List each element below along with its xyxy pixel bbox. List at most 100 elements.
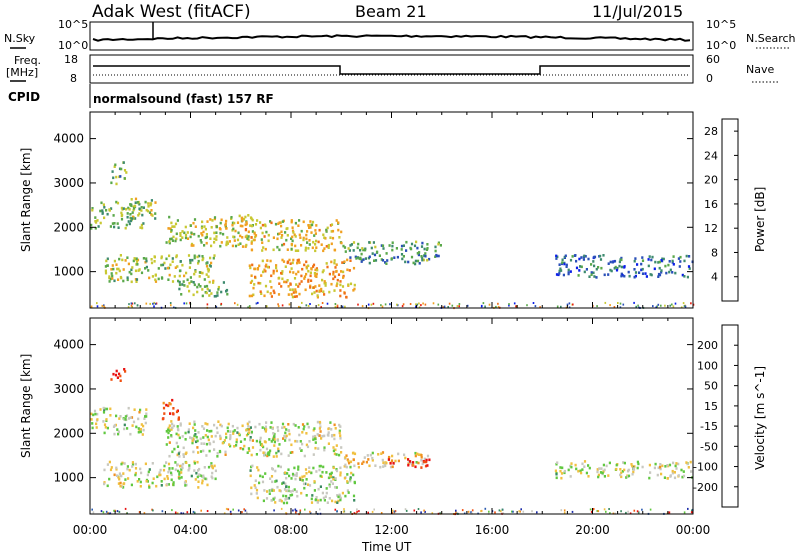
echo-cell [391, 454, 394, 458]
echo-cell [203, 278, 206, 281]
echo-cell [194, 429, 197, 432]
echo-cell [288, 303, 291, 306]
echo-cell [583, 270, 586, 274]
echo-cell [342, 510, 345, 513]
echo-cell [312, 286, 315, 289]
echo-cell [206, 510, 209, 512]
echo-cell [587, 475, 590, 478]
echo-cell [259, 226, 262, 230]
echo-cell [290, 477, 293, 480]
echo-cell [287, 285, 290, 288]
echo-cell [340, 451, 343, 454]
y-tick-label: 2000 [53, 426, 84, 440]
echo-cell [189, 258, 192, 262]
echo-cell [224, 450, 227, 454]
echo-cell [110, 181, 113, 185]
echo-cell [340, 230, 343, 234]
echo-cell [181, 466, 184, 469]
cpid-value: normalsound (fast) 157 RF [93, 92, 274, 106]
echo-cell [181, 230, 184, 233]
echo-cell [264, 224, 267, 228]
echo-cell [300, 280, 303, 283]
echo-cell [647, 264, 650, 268]
echo-cell [309, 512, 312, 515]
echo-cell [247, 431, 251, 434]
echo-cell [336, 501, 339, 504]
echo-cell [210, 435, 213, 438]
echo-cell [329, 475, 332, 478]
echo-cell [128, 222, 131, 226]
echo-cell [410, 247, 413, 251]
echo-cell [310, 471, 313, 475]
echo-cell [133, 207, 136, 210]
echo-cell [150, 209, 153, 212]
echo-cell [197, 486, 200, 489]
echo-cell [91, 207, 94, 210]
echo-cell [307, 483, 310, 486]
echo-cell [239, 440, 243, 443]
echo-cell [273, 440, 276, 444]
echo-cell [169, 227, 172, 230]
echo-cell [249, 224, 252, 227]
echo-cell [532, 302, 535, 304]
echo-cell [196, 475, 199, 479]
echo-cell [272, 489, 275, 492]
echo-cell [205, 264, 209, 268]
echo-cell [668, 463, 672, 467]
echo-cell [366, 454, 369, 457]
echo-cell [178, 477, 181, 480]
echo-cell [405, 240, 408, 244]
echo-cell [304, 508, 306, 511]
echo-cell [335, 469, 339, 473]
echo-cell [285, 238, 288, 242]
echo-cell [370, 303, 373, 306]
echo-cell [368, 464, 371, 468]
echo-cell [668, 511, 671, 514]
echo-cell [421, 258, 424, 262]
echo-cell [634, 274, 637, 278]
echo-cell [295, 472, 298, 475]
colorbar-tick-label: 24 [704, 149, 718, 162]
echo-cell [193, 232, 196, 236]
echo-cell [247, 238, 250, 241]
echo-cell [572, 303, 574, 306]
echo-cell [346, 268, 349, 272]
echo-cell [307, 247, 310, 250]
echo-cell [250, 248, 253, 252]
echo-cell [165, 443, 168, 446]
echo-cell [103, 216, 106, 220]
echo-cell [229, 436, 232, 439]
echo-cell [335, 269, 338, 273]
echo-cell [380, 244, 383, 247]
echo-cell [169, 402, 172, 406]
echo-cell [162, 406, 166, 410]
echo-cell [226, 292, 229, 296]
echo-cell [575, 467, 578, 471]
echo-cell [364, 248, 367, 252]
echo-cell [250, 242, 253, 245]
echo-cell [397, 459, 400, 463]
echo-cell [484, 507, 487, 510]
echo-cell [220, 290, 223, 294]
echo-cell [198, 473, 201, 476]
echo-cell [136, 480, 139, 483]
echo-cell [685, 461, 688, 464]
echo-cell [140, 271, 144, 275]
echo-cell [196, 446, 199, 449]
echo-cell [420, 454, 423, 457]
echo-cell [123, 462, 126, 465]
echo-cell [332, 270, 335, 274]
echo-cell [596, 470, 599, 474]
echo-cell [180, 471, 183, 474]
echo-cell [259, 439, 262, 442]
echo-cell [683, 259, 686, 263]
echo-cell [428, 458, 431, 462]
echo-cell [418, 251, 421, 254]
echo-cell [101, 211, 104, 214]
echo-cell [167, 426, 170, 430]
echo-cell [174, 468, 177, 472]
echo-cell [199, 437, 202, 441]
echo-cell [203, 244, 206, 247]
echo-cell [224, 453, 227, 456]
echo-cell [333, 437, 336, 441]
